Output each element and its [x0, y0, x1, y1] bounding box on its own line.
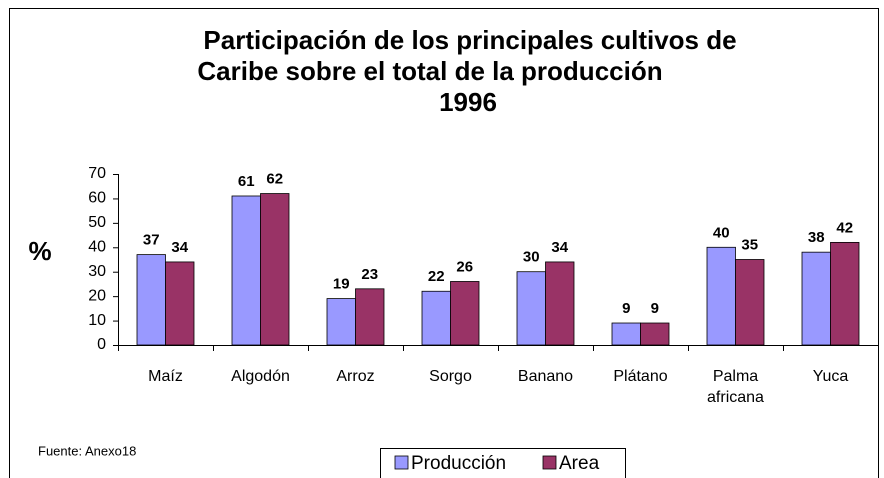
y-tick-label: 20 — [88, 287, 106, 304]
bar — [421, 290, 451, 346]
legend-box — [380, 448, 626, 478]
bar — [355, 288, 385, 346]
x-tick-label: Maíz — [148, 368, 183, 385]
y-tick-label: 0 — [97, 336, 106, 353]
y-tick-label: 50 — [88, 214, 106, 231]
data-label: 9 — [622, 300, 630, 317]
x-tick-label: Algodón — [231, 368, 290, 385]
y-tick-label: 30 — [88, 263, 106, 280]
chart-title: 1996 — [439, 87, 497, 117]
x-tick-label: Arroz — [336, 368, 375, 385]
x-tick-label: Plátano — [613, 368, 668, 385]
data-label: 38 — [808, 229, 825, 246]
legend-label: Area — [559, 453, 600, 474]
data-label: 35 — [741, 236, 758, 253]
bar — [545, 261, 575, 346]
data-label: 22 — [428, 268, 445, 285]
data-label: 34 — [171, 239, 188, 256]
bar — [830, 241, 860, 346]
data-label: 42 — [836, 219, 853, 236]
data-label: 30 — [523, 249, 540, 266]
data-label: 40 — [713, 224, 730, 241]
legend-swatch — [542, 455, 557, 470]
data-label: 34 — [551, 239, 568, 256]
x-tick-label: Yuca — [812, 368, 849, 385]
y-tick-label: 60 — [88, 190, 106, 207]
bar — [735, 259, 765, 346]
x-tick-label: Palma africana — [707, 368, 764, 406]
chart-title: Caribe sobre el total de la producción — [197, 56, 662, 86]
y-tick-label: 40 — [88, 239, 106, 256]
legend-label: Producción — [411, 453, 506, 474]
data-label: 62 — [266, 171, 283, 188]
source-note: Fuente: Anexo18 — [38, 443, 136, 458]
bar — [516, 271, 546, 346]
legend-swatch — [394, 455, 409, 470]
y-tick-label: 10 — [88, 312, 106, 329]
bar — [165, 261, 195, 346]
data-label: 9 — [651, 300, 659, 317]
bar — [801, 251, 831, 346]
y-tick-label: 70 — [88, 165, 106, 182]
data-label: 37 — [143, 232, 160, 249]
x-tick-label: Banano — [517, 368, 574, 385]
bar — [706, 246, 736, 346]
bar — [450, 281, 480, 346]
data-label: 23 — [361, 266, 378, 283]
chart-frame — [9, 8, 879, 478]
x-tick-label: Sorgo — [429, 368, 472, 385]
bar — [326, 298, 356, 346]
bar — [136, 254, 166, 346]
data-label: 61 — [238, 173, 255, 190]
data-label: 19 — [333, 276, 350, 293]
bar — [260, 193, 290, 346]
chart-title: Participación de los principales cultivo… — [203, 25, 736, 55]
y-axis-label: % — [28, 236, 51, 266]
bar — [611, 322, 641, 346]
data-label: 26 — [456, 258, 473, 275]
bar — [231, 195, 261, 346]
bar — [640, 322, 670, 346]
